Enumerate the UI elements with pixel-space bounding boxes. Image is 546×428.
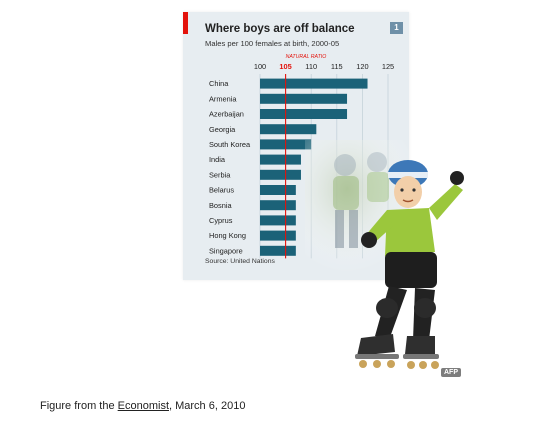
bar xyxy=(260,230,296,241)
x-tick-label: 100 xyxy=(254,62,266,71)
category-label: Armenia xyxy=(209,94,237,103)
chart-number-badge: 1 xyxy=(390,22,403,34)
caption-prefix: Figure from the xyxy=(40,400,118,412)
category-label: Belarus xyxy=(209,186,234,195)
bar-chart-plot: 100 105 110 115 120 125 NATURAL RATIO China Arme… xyxy=(209,54,394,259)
category-label: Bosnia xyxy=(209,201,232,210)
x-tick-label: 125 xyxy=(382,62,394,71)
bar xyxy=(260,169,301,180)
chart-source: Source: United Nations xyxy=(205,258,275,265)
chart-title: Where boys are off balance xyxy=(205,23,355,35)
bar xyxy=(260,93,348,104)
child-inline-skater-photo xyxy=(305,140,464,369)
caption-suffix: , March 6, 2010 xyxy=(169,400,246,412)
red-flag-marker xyxy=(183,12,188,34)
x-tick-label: 105 xyxy=(279,62,291,71)
caption-publication-link[interactable]: Economist xyxy=(117,400,169,412)
figure-caption: Figure from the Economist, March 6, 2010 xyxy=(40,400,245,412)
bar xyxy=(260,124,317,135)
bar xyxy=(260,154,301,165)
category-label: Georgia xyxy=(209,125,236,134)
x-tick-label: 120 xyxy=(356,62,368,71)
category-label: China xyxy=(209,79,229,88)
bar xyxy=(260,200,296,211)
category-label: Cyprus xyxy=(209,216,233,225)
category-label: India xyxy=(209,155,226,164)
x-tick-label: 115 xyxy=(331,62,343,71)
photo-credit: AFP xyxy=(441,368,461,377)
bar xyxy=(260,109,348,119)
chart-subtitle: Males per 100 females at birth, 2000-05 xyxy=(205,39,340,48)
bar xyxy=(260,185,296,195)
bar xyxy=(260,215,296,226)
reference-line-label: NATURAL RATIO xyxy=(286,54,327,60)
category-label: Azerbaijan xyxy=(209,110,244,119)
x-tick-label: 110 xyxy=(305,62,317,71)
bar xyxy=(260,245,296,256)
category-label: Serbia xyxy=(209,170,231,179)
bar xyxy=(260,78,368,89)
category-label: Singapore xyxy=(209,246,243,255)
category-label: Hong Kong xyxy=(209,231,246,240)
category-label: South Korea xyxy=(209,140,251,149)
